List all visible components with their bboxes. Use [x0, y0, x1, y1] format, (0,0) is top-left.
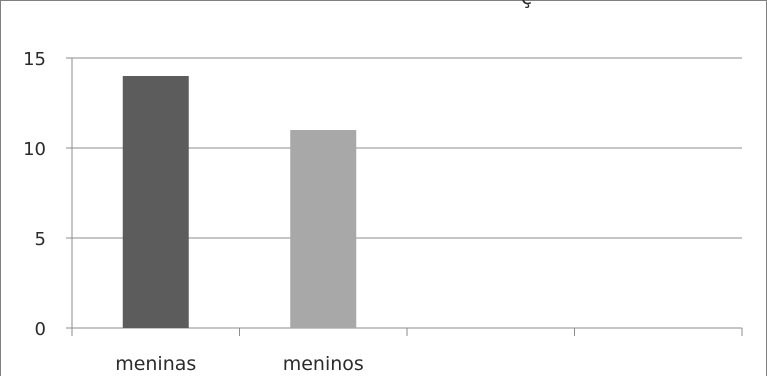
bar-meninos — [290, 130, 357, 328]
y-tick-label: 15 — [23, 49, 46, 70]
bar-meninas — [122, 76, 189, 328]
x-tick-label: meninas — [115, 353, 196, 375]
x-tick-label: meninos — [283, 353, 364, 375]
y-tick-label: 0 — [35, 319, 46, 340]
chart-title: ç — [521, 0, 532, 9]
y-tick-label: 5 — [35, 229, 46, 250]
y-tick-label: 10 — [23, 139, 46, 160]
